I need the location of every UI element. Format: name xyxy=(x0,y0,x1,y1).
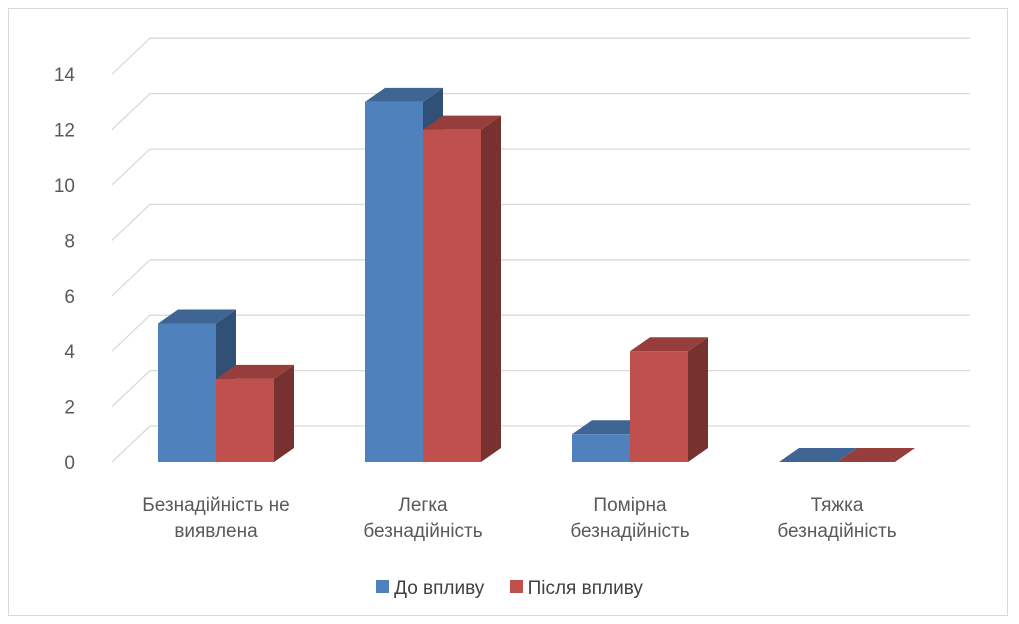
legend: До впливу Після впливу xyxy=(0,578,1019,600)
x-category-label: Тяжка xyxy=(811,495,864,516)
gridline-side xyxy=(111,203,151,241)
bar xyxy=(158,323,216,462)
bar xyxy=(630,351,688,462)
y-tick-label: 6 xyxy=(64,287,75,308)
x-category-label: виявлена xyxy=(174,521,258,542)
bar-top xyxy=(837,448,915,462)
bar-side xyxy=(481,115,501,462)
bar xyxy=(365,101,423,463)
legend-swatch-before xyxy=(376,580,390,594)
bar-top xyxy=(365,87,443,102)
bar-side xyxy=(688,337,708,462)
bar-top xyxy=(423,115,501,130)
bar xyxy=(423,129,481,462)
legend-swatch-after xyxy=(509,580,523,594)
y-tick-label: 12 xyxy=(54,121,75,142)
y-tick-label: 4 xyxy=(64,342,75,363)
gridline-side xyxy=(111,370,151,408)
bar-side xyxy=(274,364,294,462)
gridline-side xyxy=(111,37,151,75)
legend-label-before: До впливу xyxy=(394,578,485,599)
y-tick-label: 10 xyxy=(54,176,75,197)
legend-item-after: Після впливу xyxy=(509,578,643,600)
x-category-label: Помірна xyxy=(593,495,667,516)
bar xyxy=(216,378,274,462)
gridline-side xyxy=(111,93,151,131)
legend-item-before: До впливу xyxy=(376,578,484,600)
gridline-side xyxy=(111,148,151,186)
bar-top xyxy=(158,309,236,324)
bar-top xyxy=(630,337,708,352)
y-tick-label: 14 xyxy=(54,65,76,86)
gridline-side xyxy=(111,259,151,297)
y-tick-label: 0 xyxy=(64,453,75,474)
gridline-side xyxy=(111,425,151,463)
bar xyxy=(572,434,630,462)
bar-top xyxy=(779,448,857,462)
x-category-label: Легка xyxy=(398,495,448,516)
bar-top xyxy=(216,364,294,379)
x-category-label: Безнадійність не xyxy=(142,495,289,516)
x-category-label: безнадійність xyxy=(777,521,896,542)
x-category-label: безнадійність xyxy=(363,521,482,542)
y-tick-label: 8 xyxy=(64,231,75,252)
gridline-side xyxy=(111,314,151,352)
y-tick-label: 2 xyxy=(64,398,75,419)
legend-label-after: Після впливу xyxy=(527,578,643,599)
x-category-label: безнадійність xyxy=(570,521,689,542)
